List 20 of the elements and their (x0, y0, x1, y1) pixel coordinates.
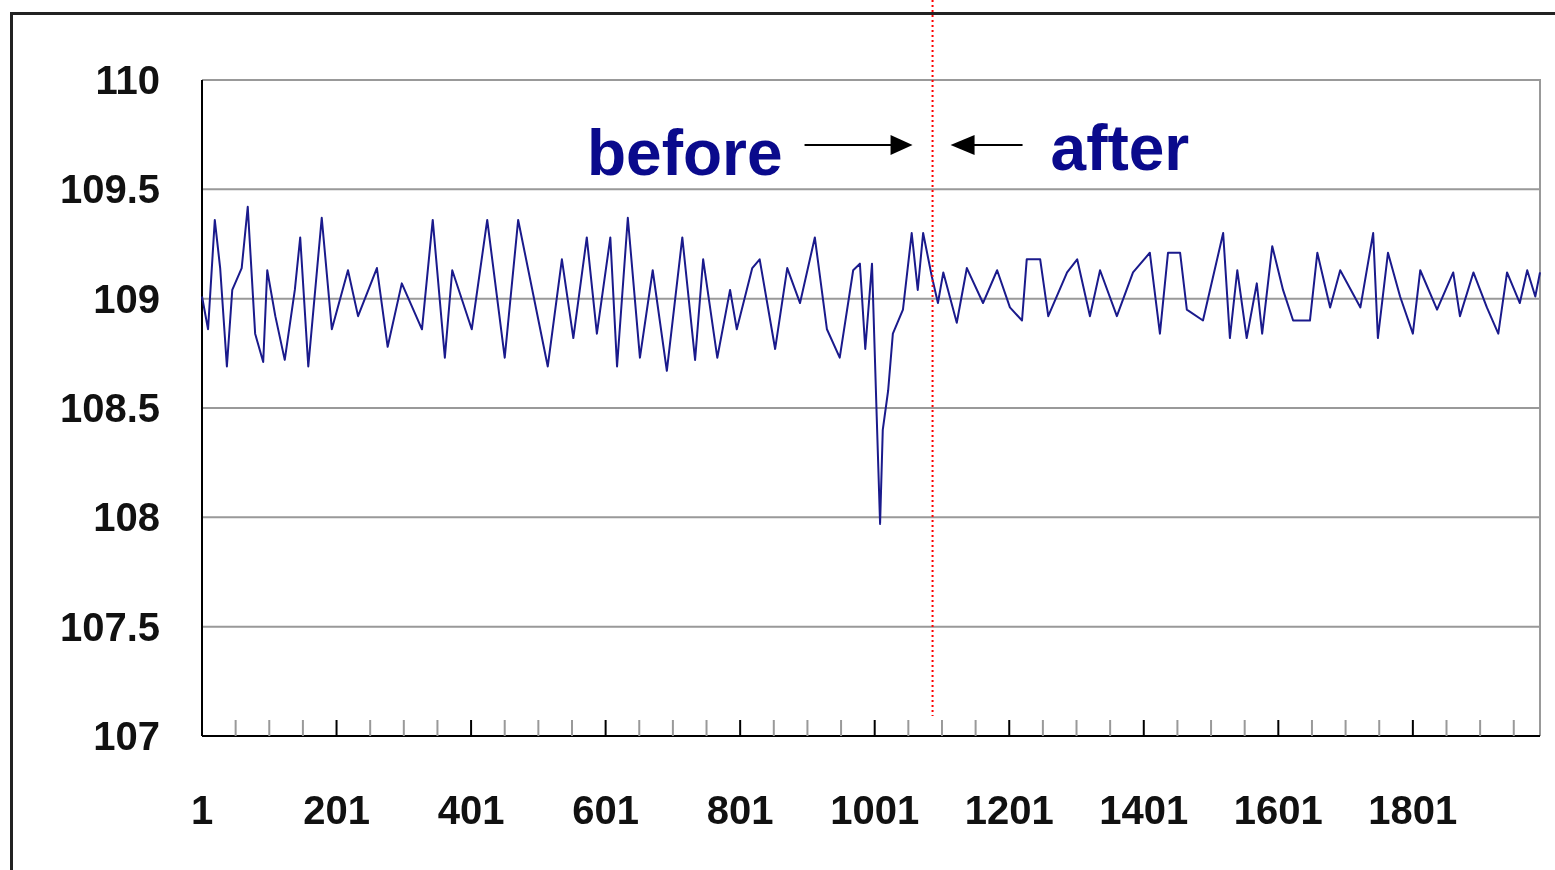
x-tick-label: 1 (190, 788, 214, 832)
x-tick-label: 401 (437, 788, 505, 832)
x-tick-label: 1801 (1368, 788, 1458, 832)
x-tick-label: 1201 (964, 788, 1054, 832)
annotation: after (1050, 112, 1190, 184)
line-series (201, 205, 1541, 525)
y-tick-label: 107 (93, 714, 160, 758)
y-tick-label: 109.5 (59, 167, 160, 212)
y-tick-label: 108 (93, 495, 160, 540)
y-tick-label: 108.5 (59, 386, 160, 430)
x-tick-label: 1001 (830, 788, 920, 832)
y-tick-label: 107.5 (59, 604, 160, 649)
x-tick-label: 801 (706, 788, 774, 832)
y-tick-label: 109 (93, 276, 160, 321)
x-tick-label: 1601 (1233, 788, 1323, 832)
x-tick-label: 201 (303, 788, 370, 832)
x-tick-label: 601 (572, 788, 639, 832)
y-tick-label: 110 (95, 58, 160, 102)
x-tick-label: 1401 (1099, 788, 1189, 832)
annotation: before (586, 117, 783, 189)
